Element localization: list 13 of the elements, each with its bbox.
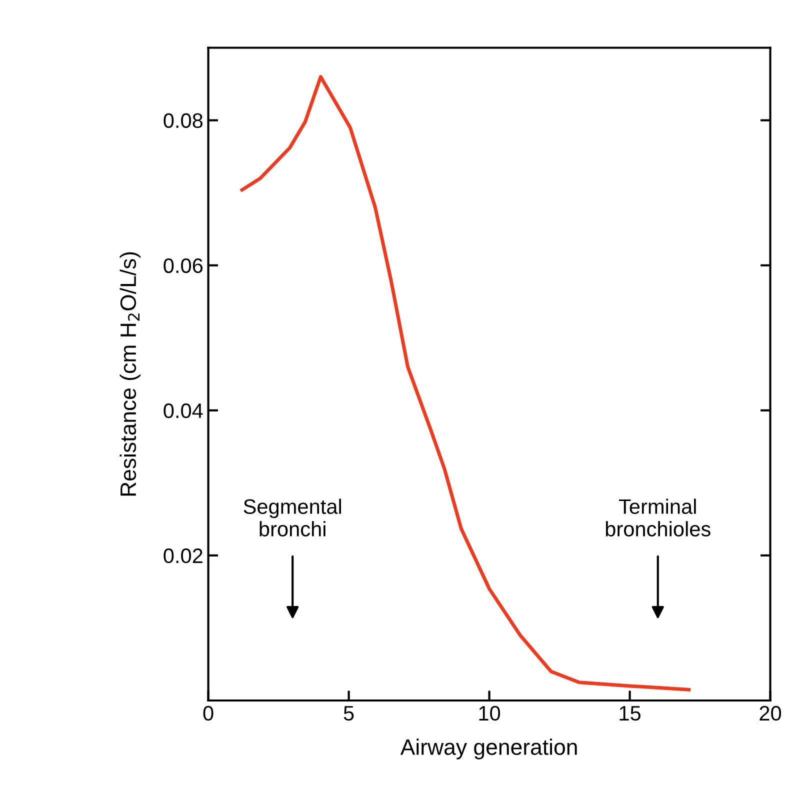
x-tick-label: 15 xyxy=(620,706,640,721)
x-tick-label: 0 xyxy=(203,706,214,721)
x-axis-title: Airway generation xyxy=(400,738,577,760)
x-tick-label: 5 xyxy=(344,706,354,721)
y-axis-title: Resistance (cm H$_{2}$O/L/s) xyxy=(120,252,140,496)
annotation: Terminal bronchioles xyxy=(606,498,710,536)
y-tick-label: 0.02 xyxy=(164,548,202,564)
y-tick-label: 0.06 xyxy=(164,258,203,274)
x-tick-label: 20 xyxy=(760,706,782,721)
y-tick-label: 0.08 xyxy=(164,113,203,128)
annotation: Segmental bronchi xyxy=(244,498,341,536)
y-tick-label: 0.04 xyxy=(164,403,203,418)
x-tick-label: 10 xyxy=(479,706,500,721)
